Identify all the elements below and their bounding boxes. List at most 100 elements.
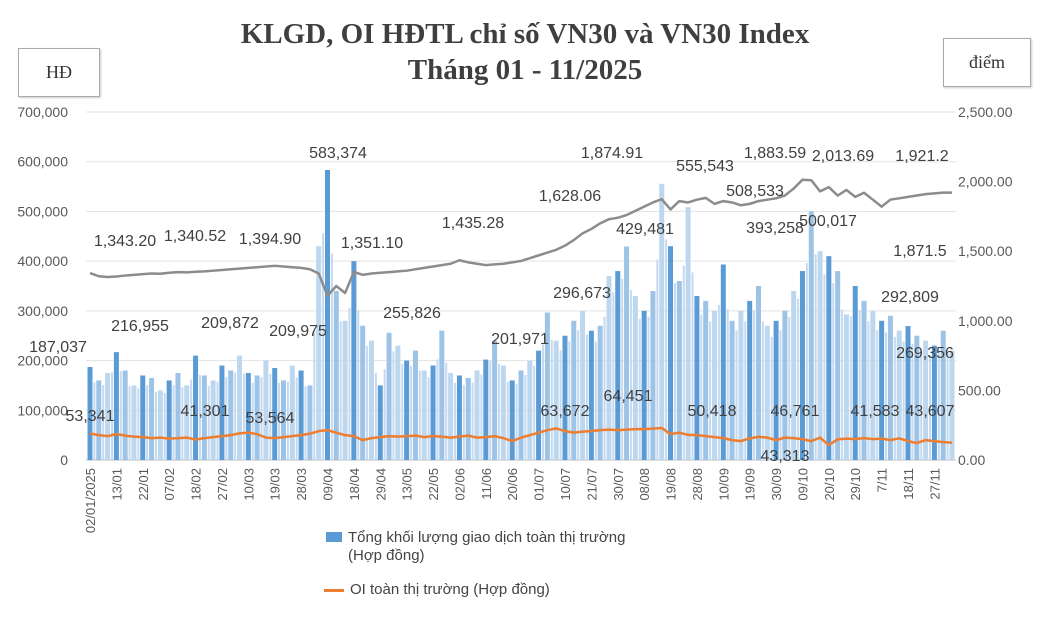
left-tick-label: 100,000 — [17, 402, 68, 418]
volume-bar — [632, 295, 638, 460]
volume-bar — [624, 246, 630, 460]
volume-bar — [207, 386, 210, 460]
volume-bar — [629, 290, 632, 460]
volume-bar — [465, 377, 471, 460]
x-tick-label: 22/01 — [136, 468, 151, 501]
oi-data-label: 63,672 — [541, 403, 590, 420]
volume-bar — [436, 359, 439, 460]
volume-bar — [797, 298, 800, 460]
volume-data-label: 555,543 — [676, 158, 734, 175]
volume-bar — [193, 355, 199, 460]
volume-bar — [861, 300, 867, 460]
volume-bar — [761, 321, 764, 460]
volume-bar — [216, 381, 219, 460]
volume-bar — [550, 339, 553, 460]
x-tick-label: 18/02 — [189, 468, 204, 501]
volume-data-label: 429,481 — [616, 221, 674, 238]
volume-bar — [747, 300, 753, 460]
volume-bar — [911, 343, 914, 460]
volume-bar — [791, 290, 797, 460]
volume-bar — [154, 391, 157, 460]
chart-title: KLGD, OI HĐTL chỉ số VN30 và VN30 Index — [240, 18, 810, 50]
volume-bar — [157, 390, 163, 460]
volume-bar — [568, 341, 571, 460]
volume-bar — [870, 310, 876, 460]
volume-bar — [506, 381, 509, 460]
volume-bar — [814, 254, 817, 460]
volume-bar — [896, 330, 902, 460]
volume-bar — [498, 363, 501, 460]
volume-bar — [456, 375, 462, 460]
volume-bar — [518, 370, 524, 460]
volume-bar — [788, 316, 791, 460]
volume-bar — [764, 325, 770, 460]
volume-bar — [659, 183, 665, 460]
volume-bar — [386, 332, 392, 460]
volume-bar — [808, 211, 814, 460]
volume-bar — [122, 370, 128, 460]
right-tick-label: 2,000.00 — [958, 174, 1013, 190]
volume-bar — [96, 380, 102, 460]
volume-bar — [720, 264, 726, 460]
volume-data-label: 269,356 — [896, 345, 954, 362]
volume-bar — [421, 370, 427, 460]
volume-bar — [843, 314, 849, 460]
volume-bar — [835, 271, 841, 460]
volume-bar — [805, 263, 808, 460]
volume-bar — [272, 368, 278, 460]
volume-bar — [817, 251, 823, 460]
volume-bar — [462, 385, 465, 460]
volume-bar — [553, 340, 559, 460]
volume-bar — [201, 375, 207, 460]
index-data-label: 1,921.2 — [895, 148, 948, 165]
oi-data-label: 53,341 — [66, 408, 115, 425]
volume-bar — [357, 310, 360, 460]
volume-bar — [744, 321, 747, 460]
volume-bar — [489, 361, 492, 460]
volume-bar — [131, 385, 137, 460]
volume-bar — [474, 370, 480, 460]
volume-bar — [289, 365, 295, 460]
volume-bar — [110, 372, 113, 460]
volume-bar — [533, 366, 536, 460]
volume-data-label: 296,673 — [553, 285, 611, 302]
left-tick-label: 200,000 — [17, 353, 68, 369]
legend-item-oi: OI toàn thị trường (Hợp đồng) — [324, 581, 550, 599]
volume-bar — [412, 350, 418, 460]
volume-data-label: 201,971 — [491, 331, 549, 348]
left-tick-label: 700,000 — [17, 104, 68, 120]
volume-bar — [330, 253, 333, 460]
volume-data-label: 292,809 — [881, 289, 939, 306]
volume-bar — [307, 385, 313, 460]
volume-bar — [175, 373, 181, 460]
x-tick-label: 18/04 — [347, 468, 362, 501]
volume-bar — [366, 345, 369, 460]
volume-bar — [753, 310, 756, 460]
volume-bar — [905, 326, 911, 460]
volume-bar — [483, 359, 489, 460]
x-tick-label: 10/07 — [558, 468, 573, 501]
volume-bar — [515, 383, 518, 460]
volume-bar — [738, 310, 744, 460]
index-data-label: 1,871.5 — [893, 243, 946, 260]
volume-bar — [773, 320, 779, 460]
volume-bar — [351, 261, 357, 460]
volume-bar — [588, 330, 594, 460]
volume-bar — [140, 375, 146, 460]
volume-bar — [650, 290, 656, 460]
volume-bar — [597, 325, 603, 460]
volume-bar — [580, 310, 586, 460]
volume-bar — [647, 316, 650, 460]
index-data-label: 1,343.20 — [94, 233, 156, 250]
volume-bar — [137, 388, 140, 460]
index-data-label: 1,394.90 — [239, 231, 301, 248]
volume-bar — [946, 352, 949, 460]
x-tick-label: 27/02 — [215, 468, 230, 501]
volume-bar — [612, 292, 615, 460]
volume-data-label: 255,826 — [383, 305, 441, 322]
volume-bar — [770, 336, 773, 460]
legend-swatch-oi — [324, 588, 344, 592]
volume-bar — [923, 340, 929, 460]
volume-bar — [544, 312, 550, 460]
